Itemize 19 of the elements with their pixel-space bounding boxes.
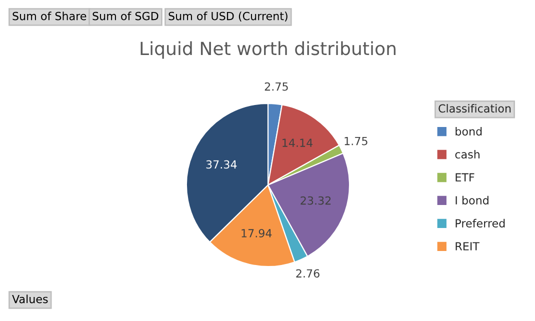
data-label: 37.34 xyxy=(206,160,237,169)
text: Sum of Share xyxy=(12,12,86,20)
data-label: 1.75 xyxy=(344,137,368,146)
data-label: 14.14 xyxy=(282,138,313,147)
legend-label: ETF xyxy=(456,173,474,182)
legend-label: REIT xyxy=(456,242,480,250)
data-label: 2.75 xyxy=(264,82,288,91)
data-label: 23.32 xyxy=(300,196,331,205)
legend-label: I bond xyxy=(456,196,488,205)
legend-label: cash xyxy=(455,150,480,159)
legend-label: bond xyxy=(456,126,482,136)
legend-title: Classification xyxy=(438,104,511,113)
text: Sum of SGD xyxy=(92,12,158,20)
text: Sum of USD (Current) xyxy=(168,12,288,22)
text: Values xyxy=(12,294,48,304)
legend-label: Preferred xyxy=(456,218,505,228)
data-label: 2.76 xyxy=(296,269,320,278)
data-label: 17.94 xyxy=(242,229,272,238)
chart-title: Liquid Net worth distribution xyxy=(140,41,396,59)
